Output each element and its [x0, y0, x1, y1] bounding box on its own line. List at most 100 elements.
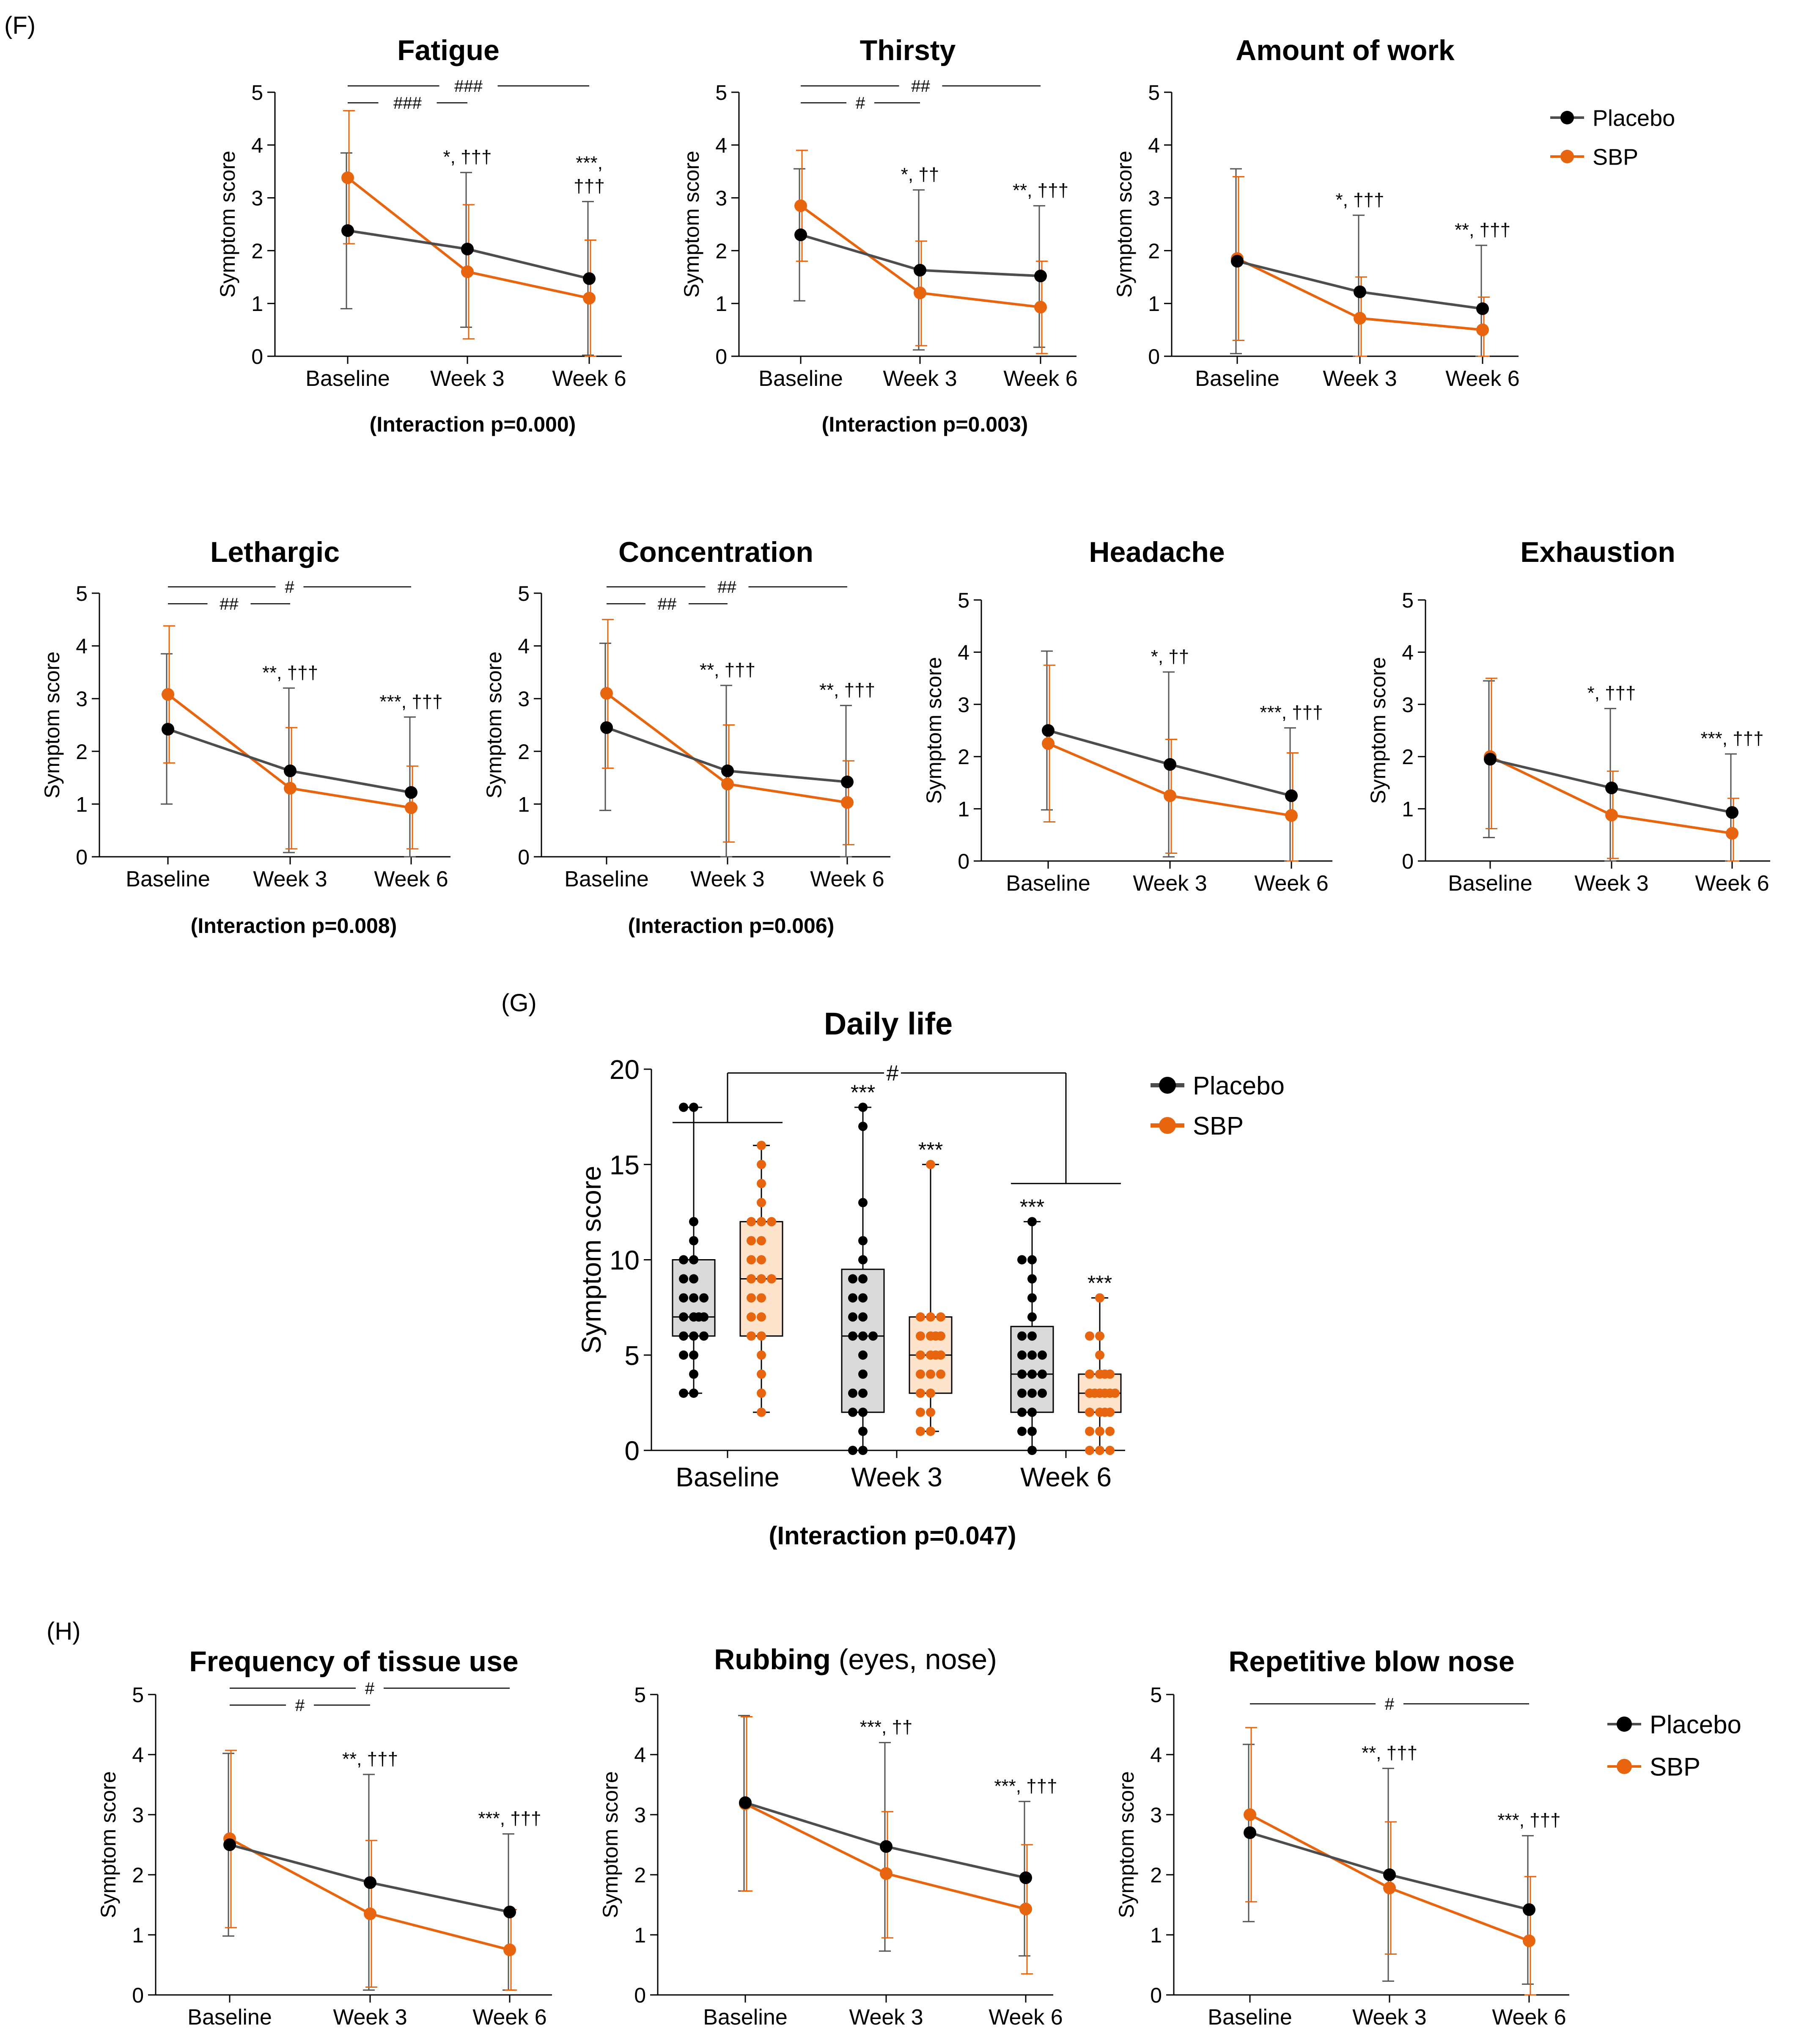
box-point-placebo [858, 1122, 868, 1131]
box-point-placebo [679, 1103, 688, 1112]
data-point-sbp [461, 265, 474, 278]
data-point-placebo [1484, 753, 1497, 766]
box-point-sbp [757, 1236, 766, 1246]
bracket-label: # [887, 1061, 899, 1086]
box-point-sbp [926, 1407, 935, 1417]
significance-label: ***, ††† [1497, 1810, 1560, 1831]
x-tick-label: Week 6 [810, 867, 884, 891]
y-tick-label: 4 [1150, 1743, 1162, 1767]
data-point-sbp [162, 688, 174, 701]
chart-title: Thirsty [860, 34, 956, 66]
box-point-placebo [848, 1312, 857, 1322]
significance-label: ***, ††† [379, 691, 442, 712]
data-point-sbp [1164, 789, 1176, 802]
box-point-sbp [1100, 1388, 1109, 1398]
box-point-sbp [1095, 1426, 1104, 1436]
data-point-placebo [1231, 255, 1244, 268]
box-point-sbp [926, 1369, 935, 1379]
series-line-placebo [1237, 260, 1483, 310]
y-tick-label: 0 [76, 845, 88, 869]
box-point-sbp [747, 1217, 756, 1227]
x-tick-label: Week 3 [849, 2005, 923, 2030]
significance-label: **, ††† [700, 660, 755, 680]
y-tick-label: 3 [1148, 187, 1160, 210]
chart-title-main: Thirsty [860, 34, 956, 66]
y-axis-label: Symptom score [576, 1166, 607, 1354]
box-point-sbp [747, 1293, 756, 1303]
box-point-sbp [757, 1141, 766, 1150]
box-point-sbp [757, 1369, 766, 1379]
box-point-sbp [926, 1160, 935, 1169]
data-point-placebo [1726, 806, 1738, 819]
y-axis-label: Symptom score [96, 1771, 120, 1918]
box-point-sbp [916, 1350, 925, 1360]
box-point-placebo [1027, 1274, 1037, 1284]
y-tick-label: 3 [634, 1803, 646, 1827]
y-tick-label: 20 [610, 1054, 640, 1085]
chart-title-main: Frequency of tissue use [189, 1645, 518, 1678]
data-point-sbp [503, 1943, 516, 1956]
box-placebo [841, 1268, 885, 1413]
x-tick-label: Baseline [676, 1462, 780, 1492]
box-point-sbp [1095, 1331, 1104, 1341]
box-point-placebo [848, 1407, 857, 1417]
y-tick-label: 4 [518, 635, 530, 658]
interaction-label: (Interaction p=0.006) [628, 914, 835, 938]
box-point-placebo [858, 1350, 868, 1360]
data-point-placebo [1244, 1826, 1256, 1839]
legend-swatch-marker [1159, 1117, 1176, 1134]
legend: Placebo SBP [1550, 105, 1675, 170]
box-point-placebo [858, 1407, 868, 1417]
significance-label: ***, [576, 152, 603, 173]
legend: Placebo SBP [1151, 1072, 1285, 1140]
chart-title-main: Repetitive blow nose [1228, 1645, 1514, 1678]
x-tick-label: Baseline [305, 366, 390, 391]
bracket-label: ### [393, 94, 422, 113]
chart-title: Fatigue [397, 34, 500, 66]
y-tick-label: 0 [1150, 1983, 1162, 2007]
data-point-placebo [223, 1838, 236, 1851]
bracket-label: ## [220, 595, 239, 613]
x-tick-label: Baseline [1448, 871, 1532, 896]
y-tick-label: 1 [958, 798, 969, 821]
box-point-placebo [1038, 1350, 1047, 1360]
legend-label-placebo: Placebo [1650, 1711, 1741, 1739]
data-point-placebo [1034, 270, 1047, 283]
x-tick-label: Baseline [187, 2005, 272, 2030]
y-tick-label: 5 [958, 589, 969, 612]
y-tick-label: 3 [132, 1803, 144, 1827]
chart-title-main: Fatigue [397, 34, 500, 66]
box-point-placebo [858, 1426, 868, 1436]
box-point-placebo [1038, 1369, 1047, 1379]
x-tick-label: Week 6 [1492, 2005, 1566, 2030]
box-point-placebo [858, 1293, 868, 1303]
y-tick-label: 2 [634, 1863, 646, 1887]
box-point-placebo [689, 1293, 698, 1303]
y-tick-label: 4 [1402, 641, 1414, 664]
interaction-label: (Interaction p=0.008) [191, 914, 397, 938]
y-tick-label: 0 [634, 1983, 646, 2007]
legend-swatch-marker [1159, 1077, 1176, 1094]
data-point-placebo [1042, 724, 1055, 737]
box-point-sbp [1085, 1369, 1094, 1379]
y-tick-label: 0 [251, 345, 263, 369]
x-tick-label: Week 6 [1003, 366, 1077, 391]
data-point-placebo [162, 723, 174, 736]
box-point-sbp [1095, 1350, 1104, 1360]
x-tick-label: Week 3 [333, 2005, 407, 2030]
box-point-sbp [757, 1160, 766, 1169]
data-point-sbp [364, 1907, 376, 1920]
data-point-placebo [880, 1840, 893, 1853]
box-point-sbp [926, 1426, 935, 1436]
box-point-placebo [1027, 1446, 1037, 1455]
significance-label: **, ††† [819, 679, 875, 700]
y-tick-label: 3 [715, 187, 727, 210]
y-axis-label: Symptom score [922, 657, 946, 804]
box-point-placebo [679, 1255, 688, 1265]
significance-label: **, ††† [262, 662, 318, 683]
data-point-placebo [1285, 789, 1298, 802]
x-tick-label: Baseline [126, 867, 210, 891]
x-tick-label: Week 3 [1574, 871, 1648, 896]
data-point-placebo [1354, 285, 1366, 298]
box-point-sbp [757, 1255, 766, 1265]
